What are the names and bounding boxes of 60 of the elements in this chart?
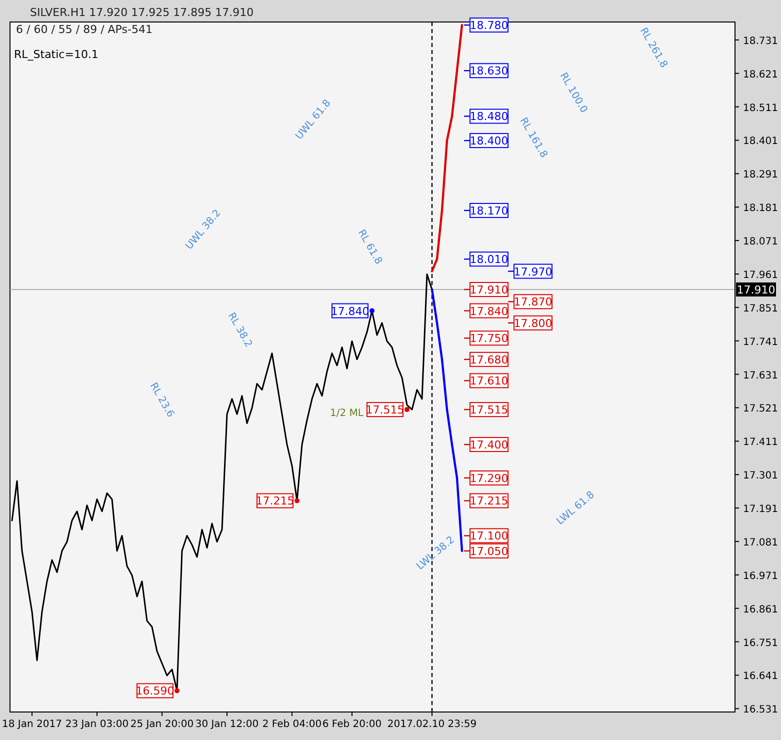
y-tick-label: 18.511 (743, 102, 778, 114)
data-label: 17.215 (256, 494, 294, 508)
x-tick-label: 18 Jan 2017 (2, 719, 62, 730)
ref-line-label: 18.480 (470, 110, 508, 124)
y-tick-label: 18.401 (743, 136, 778, 148)
ref-line-label: 18.400 (470, 134, 508, 148)
y-tick-label: 17.851 (743, 303, 778, 314)
y-tick-label: 16.641 (743, 671, 778, 682)
ref-line-label: 17.400 (470, 438, 508, 452)
ref-line-label: 17.290 (470, 472, 508, 485)
ref-line-label: 17.750 (470, 332, 508, 346)
ref-line-label: 17.100 (470, 530, 508, 543)
y-tick-label: 18.731 (743, 36, 778, 47)
point (174, 688, 180, 694)
x-tick-label: 30 Jan 12:00 (195, 719, 259, 730)
y-tick-label: 16.971 (743, 570, 778, 582)
annotation: RL_Static=10.1 (14, 48, 98, 61)
ref-line-label: 17.610 (470, 374, 508, 388)
ref-line-label: 17.970 (514, 265, 552, 278)
y-tick-label: 17.631 (743, 370, 778, 382)
ref-line-label: 18.630 (470, 64, 508, 78)
ref-line-label: 17.800 (514, 316, 552, 330)
x-tick-label: 2 Feb 04:00 (262, 719, 322, 730)
y-tick-label: 17.301 (743, 470, 778, 482)
y-tick-label: 17.081 (743, 537, 778, 548)
y-tick-label: 18.071 (743, 236, 778, 248)
ref-line-label: 17.870 (514, 296, 552, 309)
ref-line-label: 17.840 (470, 304, 508, 318)
ref-line-label: 17.050 (470, 544, 508, 558)
y-tick-label: 17.191 (743, 504, 778, 516)
ref-line-label: 17.515 (470, 404, 508, 417)
x-tick-label: 23 Jan 03:00 (65, 719, 129, 730)
ref-line-label: 17.910 (736, 283, 776, 296)
y-tick-label: 16.861 (743, 604, 778, 616)
y-tick-label: 17.411 (743, 437, 778, 448)
y-tick-label: 18.621 (743, 69, 778, 80)
y-tick-label: 16.531 (743, 704, 778, 716)
ref-line-label: 18.010 (470, 253, 508, 266)
point (404, 407, 410, 412)
ref-line-label: 18.780 (470, 19, 508, 32)
y-tick-label: 18.291 (743, 170, 778, 181)
y-tick-label: 17.961 (743, 270, 778, 281)
data-label: 17.515 (366, 404, 404, 417)
point (370, 308, 374, 314)
line-series (430, 24, 464, 272)
chart-subtitle: 6 / 60 / 55 / 89 / APs-541 (16, 23, 152, 36)
ref-line-label: 18.170 (470, 204, 508, 218)
y-tick-label: 16.751 (743, 638, 778, 649)
x-tick-label: 2017.02.10 23:59 (387, 719, 477, 730)
y-tick-label: 17.521 (743, 404, 778, 415)
x-tick-label: 25 Jan 20:00 (130, 719, 194, 730)
ref-line-label: 17.680 (470, 353, 508, 366)
point (294, 498, 300, 504)
ref-line-label: 17.215 (470, 494, 508, 508)
y-tick-label: 17.741 (743, 336, 778, 348)
ref-line-label: 17.910 (470, 283, 508, 296)
y-tick-label: 18.181 (743, 203, 778, 214)
chart-title: SILVER.H1 17.920 17.925 17.895 17.910 (30, 6, 254, 19)
x-tick-label: 6 Feb 20:00 (322, 719, 382, 730)
annotation: 1/2 ML (330, 408, 364, 419)
